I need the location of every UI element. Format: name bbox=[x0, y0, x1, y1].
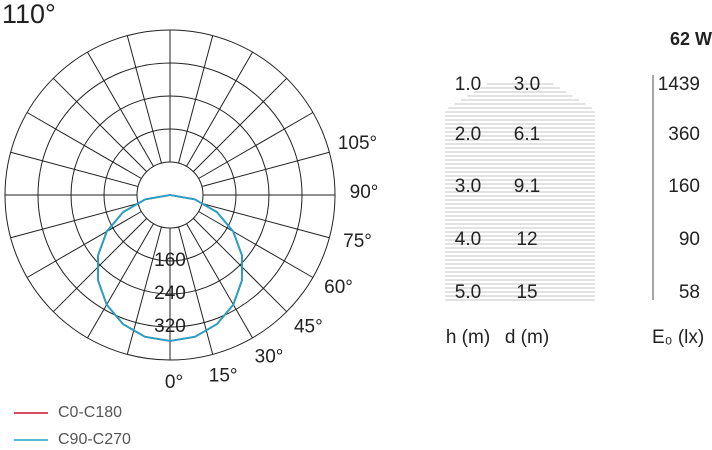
table-cell: 3.0 bbox=[455, 176, 481, 197]
grid-spoke bbox=[192, 217, 288, 313]
grid-spoke bbox=[87, 223, 154, 339]
table-cell: 3.0 bbox=[514, 74, 540, 95]
angle-tick-label: 90° bbox=[350, 182, 379, 203]
grid-spoke bbox=[126, 226, 162, 355]
table-cell: 4.0 bbox=[455, 229, 481, 250]
radial-tick-label: 160 bbox=[154, 250, 186, 271]
table-cell: 5.0 bbox=[455, 282, 481, 303]
table-cell: 1.0 bbox=[455, 74, 481, 95]
table-cell: 58 bbox=[679, 282, 700, 303]
legend-label: C90-C270 bbox=[58, 431, 131, 448]
angle-tick-label: 105° bbox=[338, 133, 377, 154]
table-cell: 160 bbox=[668, 176, 700, 197]
grid-spoke bbox=[52, 217, 148, 313]
radial-tick-label: 320 bbox=[154, 316, 186, 337]
grid-spoke bbox=[26, 211, 142, 278]
angle-tick-label: 15° bbox=[209, 366, 238, 387]
grid-spoke bbox=[178, 226, 214, 355]
table-cell: 1439 bbox=[658, 74, 700, 95]
grid-spoke bbox=[186, 223, 253, 339]
table-cell: 2.0 bbox=[455, 124, 481, 145]
intensity-curve bbox=[97, 194, 243, 342]
legend-label: C0-C180 bbox=[58, 404, 122, 421]
grid-spoke bbox=[87, 51, 154, 167]
grid-spoke bbox=[186, 51, 253, 167]
table-cell: 6.1 bbox=[514, 124, 540, 145]
table-cell: 360 bbox=[668, 124, 700, 145]
table-header: h (m) bbox=[446, 327, 490, 348]
angle-tick-label: 60° bbox=[324, 277, 353, 298]
grid-spoke bbox=[201, 151, 330, 187]
angle-tick-label: 0° bbox=[165, 372, 183, 393]
grid-spoke bbox=[192, 77, 288, 173]
grid-spoke bbox=[26, 112, 142, 179]
radial-tick-label: 240 bbox=[154, 283, 186, 304]
grid-spoke bbox=[201, 203, 330, 239]
grid-spoke bbox=[10, 203, 139, 239]
grid-spoke bbox=[178, 35, 214, 164]
angle-tick-label: 75° bbox=[343, 231, 372, 252]
table-cell: 12 bbox=[516, 229, 537, 250]
chart-title: 110° bbox=[2, 0, 56, 29]
grid-spoke bbox=[10, 151, 139, 187]
table-header: E₀ (lx) bbox=[652, 327, 704, 348]
grid-spoke bbox=[198, 112, 314, 179]
table-cell: 15 bbox=[516, 282, 537, 303]
grid-spoke bbox=[52, 77, 148, 173]
power: 62 W bbox=[670, 29, 712, 49]
grid-spoke bbox=[198, 211, 314, 278]
table-cell: 9.1 bbox=[514, 176, 540, 197]
table-cell: 90 bbox=[679, 229, 700, 250]
grid-spoke bbox=[126, 35, 162, 164]
angle-tick-label: 30° bbox=[255, 347, 284, 368]
table-header: d (m) bbox=[505, 327, 549, 348]
angle-tick-label: 45° bbox=[294, 316, 323, 337]
